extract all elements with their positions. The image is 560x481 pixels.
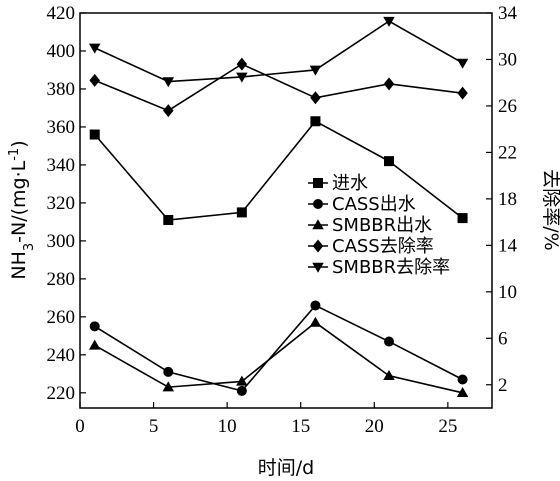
plot-frame bbox=[79, 12, 493, 409]
right-y-tick-label: 10 bbox=[498, 282, 517, 303]
legend-item: SMBBR去除率 bbox=[308, 257, 450, 278]
data-point bbox=[457, 86, 468, 100]
data-point bbox=[236, 385, 247, 396]
right-y-tick-label: 18 bbox=[498, 189, 517, 210]
data-point bbox=[163, 214, 174, 225]
left-y-tick-label: 400 bbox=[47, 41, 76, 62]
legend-label: SMBBR去除率 bbox=[332, 257, 450, 278]
legend-marker bbox=[313, 178, 323, 188]
legend-marker bbox=[312, 262, 324, 273]
left-y-tick-label: 260 bbox=[47, 307, 76, 328]
x-axis-title: 时间/d bbox=[258, 457, 314, 479]
series-进水 bbox=[89, 116, 468, 225]
data-point bbox=[384, 156, 394, 167]
data-point bbox=[89, 73, 100, 87]
x-axis-ticks: 0 5 10 15 20 25 bbox=[75, 402, 457, 437]
data-point bbox=[383, 77, 395, 91]
legend-marker bbox=[313, 199, 323, 209]
data-point bbox=[88, 43, 101, 54]
left-y-tick-label: 280 bbox=[47, 269, 76, 290]
left-y-tick-label: 300 bbox=[47, 231, 76, 252]
series-CASS出水 bbox=[89, 300, 468, 396]
legend-item: 进水 bbox=[308, 173, 368, 194]
series-SMBBR出水 bbox=[88, 316, 469, 398]
legend-marker bbox=[312, 239, 324, 253]
series-SMBBR去除率 bbox=[88, 16, 469, 88]
data-point bbox=[383, 16, 395, 27]
x-tick-label: 5 bbox=[149, 416, 159, 437]
right-y-tick-label: 22 bbox=[498, 142, 517, 163]
data-point bbox=[310, 91, 321, 105]
left-y-tick-label: 320 bbox=[47, 193, 76, 214]
right-y-tick-label: 14 bbox=[498, 235, 518, 256]
legend-item: SMBBR出水 bbox=[308, 215, 432, 236]
x-tick-label: 10 bbox=[218, 416, 237, 437]
series-layer bbox=[88, 16, 469, 398]
right-y-tick-label: 26 bbox=[498, 96, 517, 117]
right-y-tick-label: 34 bbox=[498, 3, 518, 24]
data-point bbox=[310, 116, 321, 127]
data-point bbox=[309, 316, 322, 327]
x-tick-label: 15 bbox=[291, 416, 310, 437]
data-point bbox=[89, 321, 100, 332]
right-y-tick-label: 6 bbox=[498, 328, 508, 349]
series-line bbox=[94, 304, 463, 392]
data-point bbox=[310, 300, 321, 311]
left-y-axis-ticks: 220 240 260 280 300 320 340 360 380 400 420 bbox=[47, 3, 86, 404]
data-point bbox=[162, 381, 175, 392]
series-line bbox=[94, 321, 463, 394]
legend-marker bbox=[312, 219, 324, 230]
left-y-tick-label: 380 bbox=[47, 79, 76, 100]
data-point bbox=[456, 58, 469, 69]
series-CASS去除率 bbox=[89, 57, 468, 118]
legend-label: 进水 bbox=[332, 173, 368, 194]
data-point bbox=[384, 336, 394, 347]
series-line bbox=[94, 20, 463, 83]
legend-label: SMBBR出水 bbox=[332, 215, 432, 236]
data-point bbox=[457, 213, 468, 224]
legend-item: CASS出水 bbox=[308, 194, 416, 215]
x-tick-label: 20 bbox=[365, 416, 384, 437]
data-point bbox=[383, 369, 395, 380]
right-y-tick-label: 2 bbox=[498, 375, 508, 396]
data-point bbox=[236, 57, 248, 71]
data-point bbox=[163, 104, 174, 118]
right-y-tick-label: 30 bbox=[498, 49, 517, 70]
legend-item: CASS去除率 bbox=[308, 236, 434, 257]
data-point bbox=[236, 375, 248, 386]
left-y-tick-label: 360 bbox=[47, 117, 76, 138]
left-y-tick-label: 220 bbox=[47, 383, 76, 404]
legend-label: CASS出水 bbox=[332, 194, 416, 215]
data-point bbox=[89, 129, 100, 140]
data-point bbox=[162, 77, 175, 88]
data-point bbox=[88, 339, 101, 350]
left-y-tick-label: 420 bbox=[47, 3, 76, 24]
left-y-tick-label: 240 bbox=[47, 345, 76, 366]
series-line bbox=[94, 63, 463, 112]
data-point bbox=[236, 207, 247, 218]
right-y-axis-title: 去除率/% bbox=[540, 169, 560, 250]
left-y-tick-label: 340 bbox=[47, 155, 76, 176]
data-point bbox=[456, 387, 469, 398]
x-tick-label: 25 bbox=[438, 416, 457, 437]
series-line bbox=[94, 120, 464, 221]
data-point bbox=[309, 65, 322, 76]
data-point bbox=[236, 72, 248, 83]
x-tick-label: 0 bbox=[75, 416, 85, 437]
legend-label: CASS去除率 bbox=[332, 236, 434, 257]
data-point bbox=[163, 366, 174, 377]
data-point bbox=[457, 374, 468, 385]
left-y-axis-title: NH3-N/(mg·L-1) bbox=[7, 140, 37, 279]
